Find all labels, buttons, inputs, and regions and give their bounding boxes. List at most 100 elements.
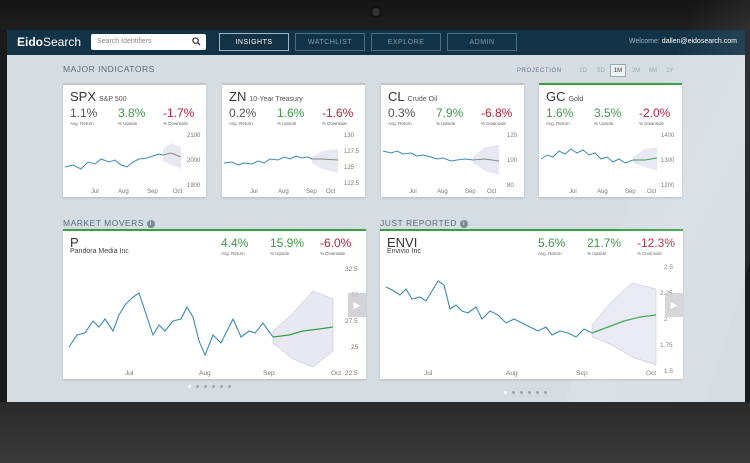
page-dot[interactable] bbox=[204, 385, 207, 388]
svg-text:Jul: Jul bbox=[424, 370, 433, 377]
section-title-major-indicators: MAJOR INDICATORS bbox=[63, 64, 155, 74]
projection-5d[interactable]: 5D bbox=[597, 67, 605, 74]
svg-text:Oct: Oct bbox=[646, 370, 656, 377]
card-ticker: CL Crude Oil bbox=[388, 89, 438, 104]
search-icon[interactable] bbox=[192, 37, 201, 46]
card-ticker: ZN 10-Year Treasury bbox=[229, 89, 303, 104]
svg-text:125: 125 bbox=[344, 165, 355, 171]
page-dot[interactable] bbox=[536, 391, 539, 394]
nav-explore[interactable]: EXPLORE bbox=[371, 33, 441, 51]
nav-admin[interactable]: ADMIN bbox=[447, 33, 517, 51]
stat-avg-return: 1.6% Avg. Return bbox=[546, 106, 574, 126]
svg-text:2000: 2000 bbox=[187, 158, 201, 164]
stat-avg-return: 5.6% Avg. Return bbox=[538, 236, 566, 256]
stat-upside: 1.6%% Upside bbox=[277, 106, 305, 126]
svg-text:Sep: Sep bbox=[576, 370, 588, 377]
next-reported-arrow-icon[interactable]: ▶ bbox=[665, 293, 683, 317]
stat-downside: -1.7%% Downside bbox=[163, 106, 195, 126]
section-title-market-movers: MARKET MOVERS i bbox=[63, 218, 155, 228]
nav-watchlist[interactable]: WATCHLIST bbox=[295, 33, 365, 51]
stat-upside: 3.5%% Upside bbox=[594, 106, 622, 126]
svg-text:22.5: 22.5 bbox=[345, 370, 358, 377]
section-title-just-reported: JUST REPORTED i bbox=[380, 218, 469, 228]
svg-text:Aug: Aug bbox=[199, 370, 211, 377]
mover-name: Pandora Media Inc bbox=[70, 248, 129, 255]
svg-text:Aug: Aug bbox=[118, 189, 129, 195]
svg-text:Oct: Oct bbox=[326, 189, 336, 195]
svg-text:25: 25 bbox=[351, 344, 359, 351]
reported-name: Envivio Inc bbox=[387, 248, 421, 255]
info-icon[interactable]: i bbox=[146, 220, 155, 228]
camera-icon bbox=[370, 6, 382, 18]
stat-upside: 21.7%% Upside bbox=[587, 236, 622, 256]
page-dot[interactable] bbox=[212, 385, 215, 388]
svg-text:Aug: Aug bbox=[597, 189, 608, 195]
chart-market-movers: 32.5 30 27.5 25 22.5 Jul Aug Sep Oct bbox=[68, 266, 359, 377]
stat-downside: -12.3%% Downside bbox=[637, 236, 676, 256]
top-navigation-bar: EidoSearch Search Identifiers INSIGHTS W… bbox=[7, 30, 745, 55]
app-logo[interactable]: EidoSearch bbox=[17, 35, 82, 49]
indicator-card-cl[interactable]: CL Crude Oil 0.3% Avg. Return 7.9%% Upside… bbox=[381, 83, 524, 197]
next-mover-arrow-icon[interactable]: ▶ bbox=[348, 293, 366, 317]
projection-3m[interactable]: 3M bbox=[631, 67, 641, 74]
nav-insights[interactable]: INSIGHTS bbox=[219, 33, 289, 51]
page-dot[interactable] bbox=[228, 385, 231, 388]
stat-upside: 3.8%% Upside bbox=[118, 106, 146, 126]
svg-text:Sep: Sep bbox=[465, 189, 476, 195]
svg-text:1400: 1400 bbox=[661, 133, 675, 139]
svg-text:Jul: Jul bbox=[125, 370, 134, 377]
page-dot[interactable] bbox=[188, 385, 191, 388]
svg-text:Sep: Sep bbox=[625, 189, 636, 195]
stat-avg-return: 0.3% Avg. Return bbox=[388, 106, 416, 126]
page-dot[interactable] bbox=[220, 385, 223, 388]
svg-text:Jul: Jul bbox=[409, 189, 417, 195]
svg-text:Oct: Oct bbox=[331, 370, 341, 377]
svg-text:130: 130 bbox=[344, 133, 355, 139]
projection-1y[interactable]: 1Y bbox=[666, 67, 674, 74]
svg-text:Sep: Sep bbox=[147, 189, 158, 195]
svg-text:1300: 1300 bbox=[661, 158, 675, 164]
card-ticker: SPX S&P 500 bbox=[70, 89, 127, 104]
page-dot[interactable] bbox=[504, 391, 507, 394]
projection-1m[interactable]: 1M bbox=[610, 64, 626, 77]
stat-downside: -6.0%% Downside bbox=[320, 236, 352, 256]
svg-text:2.5: 2.5 bbox=[664, 264, 673, 271]
projection-label: PROJECTION bbox=[517, 68, 562, 74]
svg-text:27.5: 27.5 bbox=[345, 318, 358, 325]
indicator-card-gc[interactable]: GC Gold 1.6% Avg. Return 3.5%% Upside -2.0… bbox=[539, 83, 682, 197]
search-input[interactable]: Search Identifiers bbox=[91, 34, 206, 50]
svg-text:32.5: 32.5 bbox=[345, 266, 358, 273]
page-dot[interactable] bbox=[196, 385, 199, 388]
page-dot[interactable] bbox=[512, 391, 515, 394]
svg-text:Oct: Oct bbox=[487, 189, 497, 195]
welcome-text: Welcome: dallen@eidosearch.com bbox=[628, 38, 737, 45]
svg-text:Sep: Sep bbox=[263, 370, 275, 377]
page-dot[interactable] bbox=[528, 391, 531, 394]
svg-text:1200: 1200 bbox=[661, 183, 675, 189]
stat-avg-return: 4.4% Avg. Return bbox=[221, 236, 249, 256]
device-bezel-bottom bbox=[0, 402, 750, 463]
stat-upside: 7.9%% Upside bbox=[436, 106, 464, 126]
indicator-card-spx[interactable]: SPX S&P 500 1.1% Avg. Return 3.8%% Upside … bbox=[63, 83, 206, 197]
svg-text:2100: 2100 bbox=[187, 133, 201, 139]
app-screen: EidoSearch Search Identifiers INSIGHTS W… bbox=[7, 30, 745, 402]
page-dot[interactable] bbox=[520, 391, 523, 394]
just-reported-card[interactable]: ENVI Envivio Inc 5.6% Avg. Return 21.7%% … bbox=[380, 229, 683, 379]
user-email[interactable]: dallen@eidosearch.com bbox=[661, 38, 737, 45]
market-movers-card[interactable]: P Pandora Media Inc 4.4% Avg. Return 15.9… bbox=[63, 229, 366, 379]
stat-downside: -1.6%% Downside bbox=[322, 106, 354, 126]
reported-pagination bbox=[504, 391, 547, 394]
svg-text:Oct: Oct bbox=[173, 189, 183, 195]
projection-1d[interactable]: 1D bbox=[579, 67, 587, 74]
mini-chart-zn: 130 127.5 125 122.5 Jul Aug Sep Oct bbox=[223, 133, 360, 195]
mover-ticker: P bbox=[70, 235, 79, 250]
reported-ticker: ENVI bbox=[387, 235, 418, 250]
projection-6m[interactable]: 6M bbox=[648, 67, 658, 74]
page-dot[interactable] bbox=[544, 391, 547, 394]
svg-text:80: 80 bbox=[507, 183, 514, 189]
info-icon[interactable]: i bbox=[460, 220, 469, 228]
stat-downside: -6.8%% Downside bbox=[481, 106, 513, 126]
indicator-card-zn[interactable]: ZN 10-Year Treasury 0.2% Avg. Return 1.6%%… bbox=[222, 83, 365, 197]
svg-text:2: 2 bbox=[664, 316, 668, 323]
svg-text:Aug: Aug bbox=[506, 370, 518, 377]
